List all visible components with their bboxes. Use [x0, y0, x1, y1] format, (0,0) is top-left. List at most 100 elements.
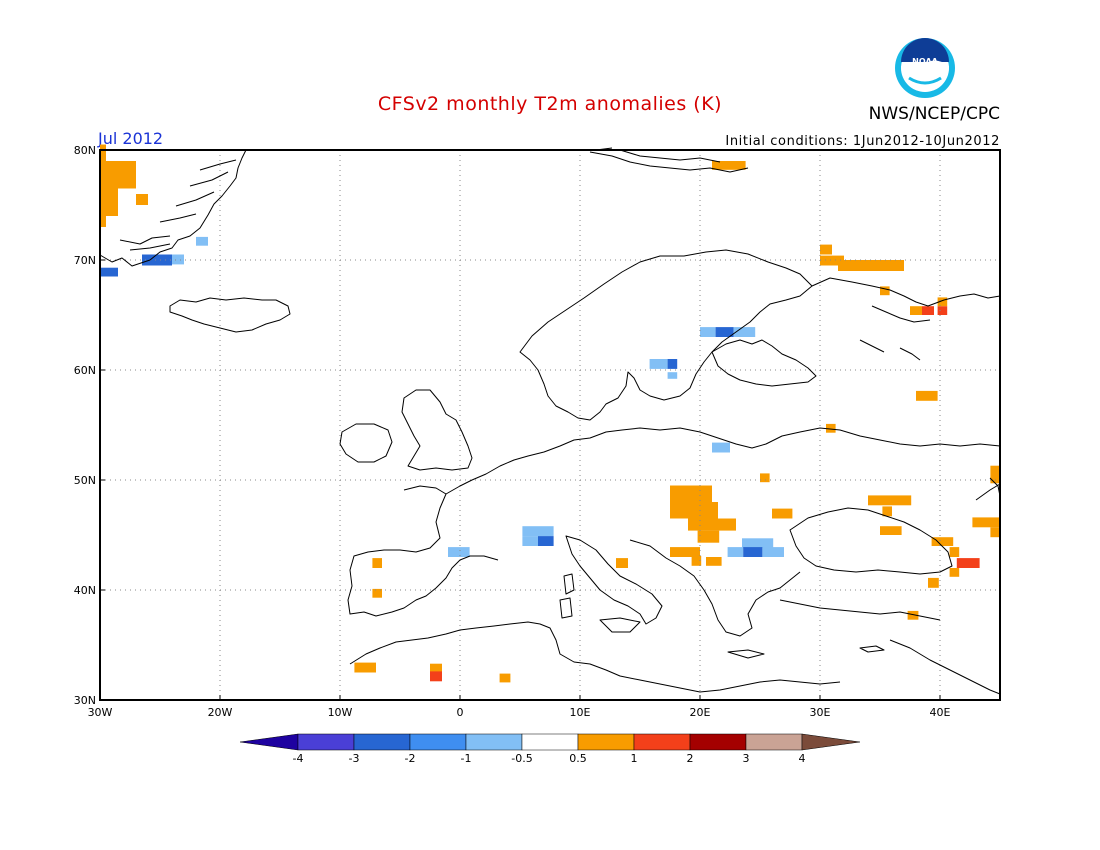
anomaly-cell: [697, 530, 720, 543]
anomaly-cell: [100, 267, 118, 277]
colorbar-swatch: [521, 733, 579, 751]
anomaly-cell: [372, 588, 382, 598]
anomaly-cell: [372, 558, 382, 568]
anomaly-cell: [916, 390, 938, 401]
anomaly-cell: [499, 673, 511, 683]
colorbar-label: -3: [349, 752, 360, 765]
anomaly-cell: [688, 518, 736, 531]
anomaly-cell: [937, 297, 948, 307]
anomaly-cell: [142, 254, 172, 266]
anomaly-cell: [910, 306, 922, 315]
anomaly-cell: [706, 557, 722, 566]
anomaly-cell: [868, 495, 912, 506]
anomaly-cell: [972, 517, 1000, 528]
anomaly-cell: [522, 526, 554, 537]
anomaly-cell: [820, 244, 832, 255]
colorbar-label: -2: [405, 752, 416, 765]
anomaly-cell: [760, 473, 770, 483]
anomaly-cell: [448, 547, 470, 557]
anomaly-cell: [990, 527, 1000, 538]
lon-tick-label: 30E: [810, 706, 831, 719]
lon-tick-label: 20W: [208, 706, 233, 719]
lon-tick-label: 0: [457, 706, 464, 719]
lon-tick-label: 30W: [88, 706, 113, 719]
month-label: Jul 2012: [97, 129, 163, 148]
anomaly-cell: [715, 327, 734, 337]
colorbar-swatch: [409, 733, 467, 751]
graticule: [100, 150, 1000, 700]
anomaly-cell: [990, 465, 1000, 484]
map-border: [99, 149, 1001, 701]
anomaly-cell: [522, 536, 538, 546]
colorbar-label: 3: [743, 752, 750, 765]
anomaly-cell: [733, 327, 756, 337]
anomaly-cell: [820, 255, 844, 266]
anomaly-cell: [922, 306, 934, 315]
lon-tick-label: 10E: [570, 706, 591, 719]
anomaly-cell: [430, 663, 442, 673]
colorbar-label: 2: [687, 752, 694, 765]
colorbar-swatch: [353, 733, 411, 751]
anomaly-cell: [667, 372, 678, 379]
anomaly-cell: [670, 547, 700, 557]
colorbar-swatch: [297, 733, 355, 751]
anomaly-cell: [838, 260, 904, 271]
anomaly-layer: [100, 144, 1000, 683]
anomaly-cell: [928, 577, 939, 588]
lat-tick-label: 80N: [74, 144, 96, 157]
anomaly-cell: [196, 236, 208, 246]
anomaly-cell: [691, 555, 702, 566]
anomaly-cell: [880, 286, 890, 296]
lon-tick-label: 20E: [690, 706, 711, 719]
anomaly-cell: [907, 610, 919, 620]
anomaly-cell: [937, 306, 948, 315]
anomaly-cell: [762, 547, 784, 557]
anomaly-cell: [931, 537, 954, 546]
anomaly-cell: [649, 359, 668, 369]
lat-tick-label: 60N: [74, 364, 96, 377]
colorbar-swatch: [577, 733, 635, 751]
colorbar-label: -1: [461, 752, 472, 765]
anomaly-cell: [880, 526, 902, 535]
map-background: [100, 150, 1000, 700]
anomaly-cell: [772, 508, 793, 519]
anomaly-cell: [538, 536, 554, 546]
figure-title: CFSv2 monthly T2m anomalies (K): [378, 93, 722, 115]
colorbar-swatch: [633, 733, 691, 751]
anomaly-cell: [712, 161, 746, 170]
lon-tick-label: 10W: [328, 706, 353, 719]
anomaly-cell: [727, 547, 744, 557]
anomaly-cell: [667, 359, 678, 369]
initial-conditions-label: Initial conditions: 1Jun2012-10Jun2012: [725, 134, 1000, 149]
anomaly-cell: [430, 671, 442, 682]
anomaly-cell: [670, 502, 718, 519]
noaa-logo-text: NOAA: [912, 57, 938, 66]
agency-label: NWS/NCEP/CPC: [869, 104, 1000, 124]
colorbar-arrow-high: [801, 733, 861, 751]
anomaly-cell: [882, 506, 892, 517]
anomaly-cell: [742, 538, 774, 549]
lat-tick-label: 30N: [74, 694, 96, 707]
anomaly-cell: [743, 547, 763, 557]
lat-tick-label: 50N: [74, 474, 96, 487]
colorbar-swatch: [745, 733, 803, 751]
anomaly-cell: [136, 194, 148, 205]
colorbar-label: -0.5: [511, 752, 532, 765]
colorbar-swatch: [465, 733, 523, 751]
colorbar-label: 0.5: [569, 752, 587, 765]
anomaly-cell: [670, 485, 712, 502]
anomaly-cell: [826, 423, 836, 433]
anomaly-cell: [100, 216, 106, 227]
anomaly-cell: [354, 662, 376, 673]
colorbar-label: 4: [799, 752, 806, 765]
colorbar-label: -4: [293, 752, 304, 765]
noaa-logo: NOAA: [895, 38, 955, 98]
anomaly-cell: [956, 558, 980, 568]
coastlines: [99, 147, 1001, 695]
colorbar-label: 1: [631, 752, 638, 765]
colorbar: -4 -3 -2 -1 -0.5 0.5 1 2 3 4: [239, 733, 861, 765]
anomaly-cell: [100, 188, 118, 216]
